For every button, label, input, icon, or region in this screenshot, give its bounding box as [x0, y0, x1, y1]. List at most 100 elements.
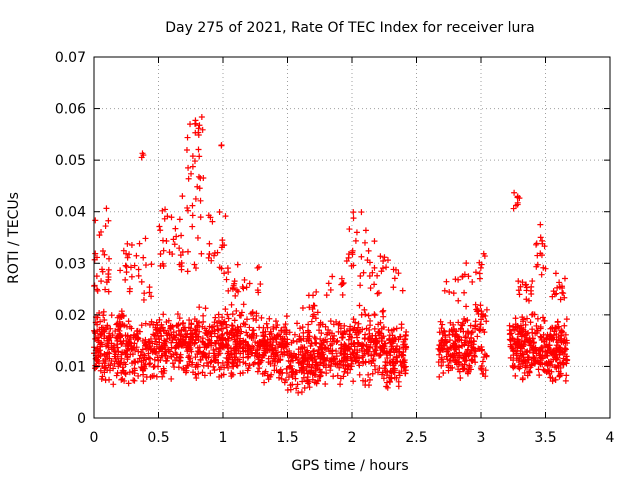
data-point: [388, 375, 395, 382]
data-point: [234, 261, 241, 268]
data-point: [110, 381, 117, 388]
data-point: [317, 335, 324, 342]
data-point: [552, 270, 559, 277]
data-point: [544, 331, 551, 338]
x-axis-label: GPS time / hours: [291, 458, 408, 474]
data-point: [240, 359, 247, 366]
data-point: [558, 348, 565, 355]
data-point: [261, 379, 268, 386]
data-point: [347, 327, 354, 334]
data-point: [116, 330, 123, 337]
data-point: [337, 375, 344, 382]
data-point: [148, 335, 155, 342]
data-point: [188, 320, 195, 327]
data-point: [372, 346, 379, 353]
data-point: [146, 284, 153, 291]
data-point: [398, 324, 405, 331]
data-point: [533, 240, 540, 247]
data-point: [462, 333, 469, 340]
data-point: [397, 333, 404, 340]
data-point: [200, 318, 207, 325]
data-point: [218, 265, 225, 272]
data-point: [220, 344, 227, 351]
data-point: [125, 380, 132, 387]
data-point: [202, 329, 209, 336]
data-point: [304, 374, 311, 381]
data-point: [198, 250, 205, 257]
data-point: [380, 349, 387, 356]
data-point: [105, 270, 112, 277]
data-point: [228, 322, 235, 329]
data-point: [399, 351, 406, 358]
data-point: [305, 329, 312, 336]
data-point: [304, 347, 311, 354]
data-point: [552, 376, 559, 383]
data-point: [290, 350, 297, 357]
data-point: [175, 327, 182, 334]
data-point: [519, 375, 526, 382]
data-point: [318, 330, 325, 337]
data-point: [548, 350, 555, 357]
data-point: [195, 370, 202, 377]
data-point: [354, 334, 361, 341]
data-point: [327, 367, 334, 374]
data-point: [93, 273, 100, 280]
data-point: [278, 348, 285, 355]
data-point: [103, 205, 110, 212]
data-point: [537, 221, 544, 228]
data-point: [216, 208, 223, 215]
data-point: [472, 269, 479, 276]
data-point: [192, 117, 199, 124]
data-point: [173, 342, 180, 349]
data-point: [441, 287, 448, 294]
data-point: [388, 327, 395, 334]
data-point: [329, 273, 336, 280]
data-point: [558, 329, 565, 336]
data-point: [258, 314, 265, 321]
data-point: [272, 347, 279, 354]
data-point: [524, 315, 531, 322]
data-point: [277, 366, 284, 373]
data-point: [523, 287, 530, 294]
data-point: [139, 346, 146, 353]
data-point: [307, 351, 314, 358]
data-point: [346, 331, 353, 338]
data-point: [192, 331, 199, 338]
data-point: [342, 365, 349, 372]
data-point: [533, 350, 540, 357]
data-point: [108, 344, 115, 351]
data-point: [156, 316, 163, 323]
data-point: [148, 293, 155, 300]
data-point: [102, 286, 109, 293]
data-point: [471, 353, 478, 360]
data-point: [116, 361, 123, 368]
data-point: [460, 355, 467, 362]
data-point: [395, 270, 402, 277]
data-point: [546, 368, 553, 375]
data-point: [157, 356, 164, 363]
data-point: [341, 322, 348, 329]
data-point: [519, 331, 526, 338]
data-point: [101, 316, 108, 323]
data-point: [371, 238, 378, 245]
data-point: [478, 366, 485, 373]
data-point: [165, 317, 172, 324]
data-point: [469, 357, 476, 364]
data-point: [123, 263, 130, 270]
data-point: [516, 291, 523, 298]
data-point: [515, 278, 522, 285]
data-point: [528, 362, 535, 369]
data-point: [523, 296, 530, 303]
data-point: [249, 309, 256, 316]
data-point: [127, 264, 134, 271]
data-point: [214, 333, 221, 340]
data-point: [536, 347, 543, 354]
data-point: [331, 332, 338, 339]
data-point: [104, 340, 111, 347]
data-point: [175, 321, 182, 328]
data-point: [295, 389, 302, 396]
data-point: [207, 370, 214, 377]
data-point: [312, 315, 319, 322]
data-point: [532, 346, 539, 353]
data-point: [206, 251, 213, 258]
